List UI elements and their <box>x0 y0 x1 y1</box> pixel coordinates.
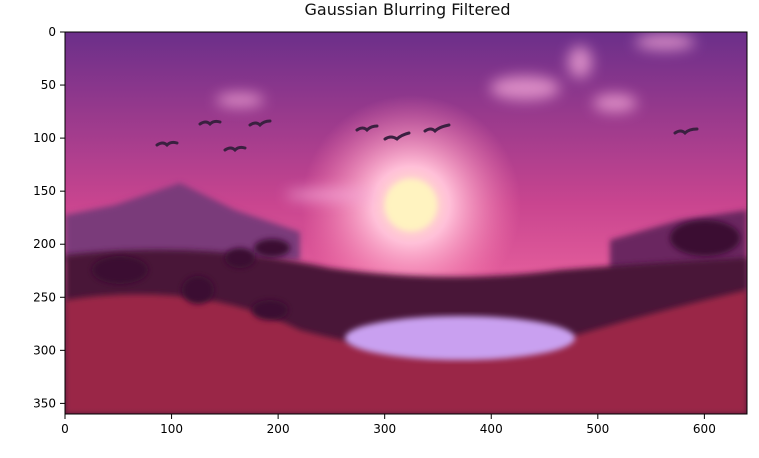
x-tick-label: 0 <box>61 422 69 436</box>
x-tick-label: 600 <box>693 422 716 436</box>
clouds <box>216 34 695 201</box>
x-tick-label: 400 <box>480 422 503 436</box>
y-tick-label: 0 <box>48 25 56 39</box>
sun <box>385 179 437 231</box>
birds <box>155 119 699 153</box>
trees <box>92 220 740 320</box>
y-tick-label: 250 <box>33 290 56 304</box>
y-tick-label: 150 <box>33 184 56 198</box>
mountain <box>65 183 300 260</box>
y-tick-label: 300 <box>33 343 56 357</box>
y-tick-label: 200 <box>33 237 56 251</box>
y-tick-label: 50 <box>41 78 56 92</box>
image-area <box>65 32 747 414</box>
x-tick-label: 200 <box>267 422 290 436</box>
y-tick-label: 350 <box>33 396 56 410</box>
y-tick-label: 100 <box>33 131 56 145</box>
x-axis: 0 100 200 300 400 500 600 <box>61 414 716 436</box>
x-tick-label: 500 <box>586 422 609 436</box>
x-tick-label: 100 <box>160 422 183 436</box>
lake <box>345 316 575 360</box>
chart-title: Gaussian Blurring Filtered <box>304 0 511 19</box>
axes-frame <box>64 31 748 415</box>
x-tick-label: 300 <box>373 422 396 436</box>
y-axis: 0 50 100 150 200 250 300 350 <box>33 25 65 410</box>
